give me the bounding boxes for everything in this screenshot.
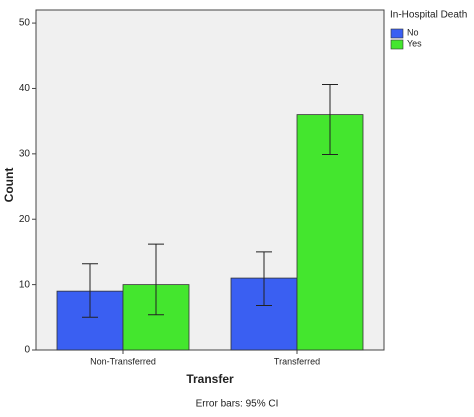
- error-bar: [82, 263, 98, 318]
- x-tick-label: Transferred: [274, 356, 320, 366]
- y-tick-label: 20: [19, 214, 31, 225]
- y-tick-label: 0: [24, 345, 30, 356]
- legend-label: Yes: [407, 38, 422, 48]
- error-bar: [148, 243, 164, 316]
- footnote: Error bars: 95% CI: [196, 399, 279, 410]
- x-axis-label: Transfer: [186, 372, 234, 386]
- error-bar: [256, 251, 272, 307]
- x-tick-label: Non-Transferred: [90, 356, 156, 366]
- y-tick-label: 40: [19, 83, 31, 94]
- y-tick-label: 30: [19, 148, 31, 159]
- error-bar: [322, 84, 338, 155]
- legend-swatch: [390, 39, 404, 50]
- legend-label: No: [407, 27, 419, 37]
- bar: [122, 284, 190, 351]
- y-tick-label: 10: [19, 279, 31, 290]
- y-axis-label: Count: [2, 168, 16, 203]
- legend-title: In-Hospital Death: [390, 10, 467, 21]
- y-tick-label: 50: [19, 18, 31, 29]
- legend-swatch: [390, 28, 404, 39]
